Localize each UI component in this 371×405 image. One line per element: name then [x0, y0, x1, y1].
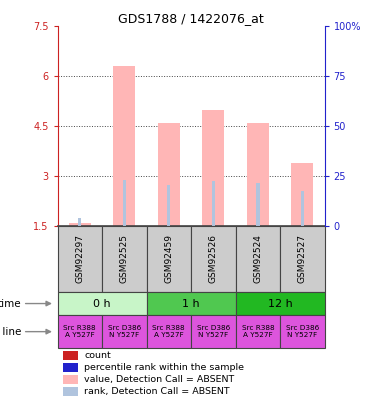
Bar: [113, 66, 135, 226]
Bar: [256, 183, 260, 226]
Bar: [58, 292, 147, 315]
Bar: [202, 110, 224, 226]
Bar: [102, 226, 147, 292]
Bar: [291, 163, 313, 226]
Bar: [63, 387, 78, 396]
Bar: [236, 315, 280, 348]
Bar: [236, 292, 325, 315]
Text: GSM92524: GSM92524: [253, 234, 262, 284]
Text: cell line: cell line: [0, 327, 22, 337]
Text: percentile rank within the sample: percentile rank within the sample: [84, 363, 244, 372]
Text: Src D386
N Y527F: Src D386 N Y527F: [286, 325, 319, 338]
Bar: [63, 351, 78, 360]
Text: GSM92525: GSM92525: [120, 234, 129, 284]
Text: GSM92297: GSM92297: [75, 234, 84, 284]
Text: 12 h: 12 h: [268, 298, 292, 309]
Text: Src R388
A Y527F: Src R388 A Y527F: [152, 325, 185, 338]
Text: GSM92526: GSM92526: [209, 234, 218, 284]
Text: Src D386
N Y527F: Src D386 N Y527F: [197, 325, 230, 338]
Bar: [78, 218, 82, 226]
Bar: [147, 315, 191, 348]
Bar: [122, 179, 126, 226]
Bar: [102, 315, 147, 348]
Text: Src D386
N Y527F: Src D386 N Y527F: [108, 325, 141, 338]
Text: 1 h: 1 h: [182, 298, 200, 309]
Bar: [69, 223, 91, 226]
Bar: [147, 226, 191, 292]
Text: GSM92459: GSM92459: [164, 234, 173, 284]
Title: GDS1788 / 1422076_at: GDS1788 / 1422076_at: [118, 12, 264, 25]
Text: time: time: [0, 298, 22, 309]
Bar: [211, 181, 215, 226]
Text: 0 h: 0 h: [93, 298, 111, 309]
Bar: [301, 191, 304, 226]
Bar: [63, 363, 78, 372]
Bar: [167, 185, 170, 226]
Bar: [147, 292, 236, 315]
Bar: [191, 226, 236, 292]
Text: GSM92527: GSM92527: [298, 234, 307, 284]
Bar: [247, 123, 269, 226]
Bar: [191, 315, 236, 348]
Text: Src R388
A Y527F: Src R388 A Y527F: [242, 325, 274, 338]
Text: Src R388
A Y527F: Src R388 A Y527F: [63, 325, 96, 338]
Bar: [58, 315, 102, 348]
Bar: [63, 375, 78, 384]
Bar: [236, 226, 280, 292]
Text: rank, Detection Call = ABSENT: rank, Detection Call = ABSENT: [84, 387, 230, 396]
Text: count: count: [84, 351, 111, 360]
Bar: [280, 226, 325, 292]
Text: value, Detection Call = ABSENT: value, Detection Call = ABSENT: [84, 375, 234, 384]
Bar: [158, 123, 180, 226]
Bar: [58, 226, 102, 292]
Bar: [280, 315, 325, 348]
